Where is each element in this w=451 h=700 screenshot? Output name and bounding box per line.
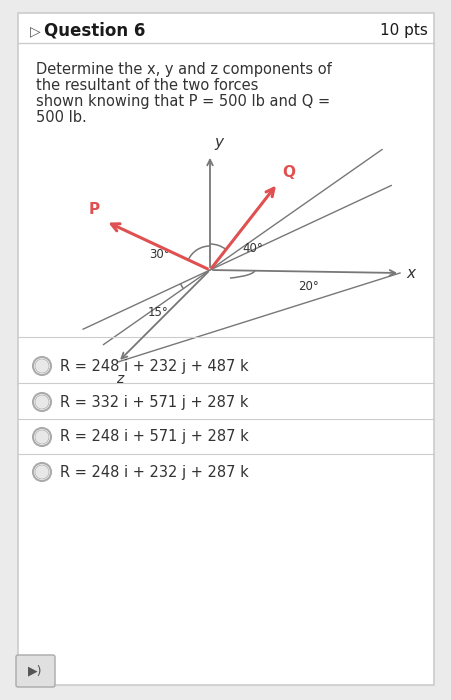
Text: R = 248 i + 232 j + 287 k: R = 248 i + 232 j + 287 k: [60, 465, 249, 480]
FancyBboxPatch shape: [18, 13, 434, 685]
Text: 500 lb.: 500 lb.: [36, 110, 87, 125]
Circle shape: [35, 395, 49, 409]
Text: 40°: 40°: [242, 241, 263, 255]
Text: P: P: [89, 202, 100, 218]
Text: R = 332 i + 571 j + 287 k: R = 332 i + 571 j + 287 k: [60, 395, 249, 409]
Text: R = 248 i + 571 j + 287 k: R = 248 i + 571 j + 287 k: [60, 430, 249, 444]
Text: ▶): ▶): [28, 664, 42, 678]
Text: 10 pts: 10 pts: [380, 24, 428, 38]
Text: 30°: 30°: [149, 248, 170, 260]
Circle shape: [33, 463, 51, 481]
Text: Determine the x, y and z components of: Determine the x, y and z components of: [36, 62, 332, 77]
Circle shape: [33, 357, 51, 375]
Text: 15°: 15°: [147, 305, 168, 318]
Text: x: x: [406, 265, 415, 281]
Text: 20°: 20°: [298, 279, 319, 293]
Text: ▷: ▷: [30, 24, 41, 38]
Circle shape: [35, 465, 49, 479]
Text: z: z: [116, 372, 124, 386]
Text: shown knowing that P = 500 lb and Q =: shown knowing that P = 500 lb and Q =: [36, 94, 330, 109]
Text: y: y: [214, 135, 223, 150]
Text: Q: Q: [283, 165, 296, 181]
Text: R = 248 i + 232 j + 487 k: R = 248 i + 232 j + 487 k: [60, 358, 249, 374]
Circle shape: [33, 428, 51, 446]
FancyBboxPatch shape: [16, 655, 55, 687]
Circle shape: [35, 430, 49, 444]
Circle shape: [33, 393, 51, 411]
Circle shape: [35, 359, 49, 373]
Text: the resultant of the two forces: the resultant of the two forces: [36, 78, 258, 93]
Text: Question 6: Question 6: [44, 22, 145, 40]
